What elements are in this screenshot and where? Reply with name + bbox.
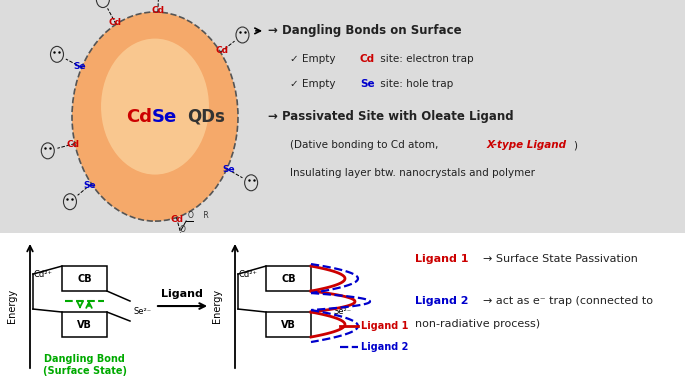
Text: Se: Se (73, 62, 86, 71)
Text: Insulating layer btw. nanocrystals and polymer: Insulating layer btw. nanocrystals and p… (290, 168, 535, 179)
Text: ✓ Empty: ✓ Empty (290, 79, 339, 89)
Text: Ligand 2: Ligand 2 (361, 342, 408, 352)
Text: Se: Se (84, 180, 96, 190)
Text: Cd: Cd (171, 215, 184, 224)
Ellipse shape (101, 39, 209, 175)
Text: Cd: Cd (216, 46, 229, 55)
Text: Cd: Cd (151, 6, 164, 14)
Text: Cd²⁺: Cd²⁺ (238, 269, 257, 279)
Bar (62, 312, 107, 337)
Text: (Dative bonding to Cd atom,: (Dative bonding to Cd atom, (290, 141, 442, 150)
Text: QDs: QDs (187, 108, 225, 125)
Text: → Surface State Passivation: → Surface State Passivation (483, 254, 638, 264)
Text: Se: Se (152, 108, 177, 125)
Text: Cd: Cd (109, 18, 122, 27)
Text: Ligand 1: Ligand 1 (361, 321, 408, 331)
Text: Ligand: Ligand (161, 289, 203, 299)
Text: Energy: Energy (212, 289, 222, 323)
Text: Se: Se (360, 79, 375, 89)
Text: Se²⁻: Se²⁻ (133, 307, 151, 316)
Text: Ligand 2: Ligand 2 (415, 296, 469, 306)
Text: → act as e⁻ trap (connected to: → act as e⁻ trap (connected to (483, 296, 653, 306)
Text: VB: VB (281, 319, 296, 329)
Text: X-type Ligand: X-type Ligand (487, 141, 567, 150)
Text: ): ) (573, 141, 577, 150)
Text: → Passivated Site with Oleate Ligand: → Passivated Site with Oleate Ligand (268, 110, 514, 123)
Text: site: electron trap: site: electron trap (377, 54, 473, 64)
Text: Cd: Cd (360, 54, 375, 64)
Text: non-radiative process): non-radiative process) (415, 319, 540, 329)
Text: Se²⁻: Se²⁻ (333, 307, 351, 316)
Text: CB: CB (281, 274, 296, 283)
Text: site: hole trap: site: hole trap (377, 79, 453, 89)
Text: Ligand 1: Ligand 1 (415, 254, 469, 264)
Text: Cd: Cd (126, 108, 152, 125)
Text: O    R: O R (188, 211, 209, 220)
Text: Se: Se (223, 165, 235, 174)
Bar (266, 266, 311, 291)
Text: Dangling Bond
(Surface State): Dangling Bond (Surface State) (42, 354, 127, 376)
Text: O: O (179, 225, 185, 234)
Ellipse shape (72, 12, 238, 221)
Text: Cd²⁺: Cd²⁺ (33, 269, 52, 279)
Text: → Dangling Bonds on Surface: → Dangling Bonds on Surface (268, 24, 462, 38)
Text: CB: CB (77, 274, 92, 283)
Text: Cd: Cd (66, 139, 79, 149)
Text: Energy: Energy (7, 289, 17, 323)
Bar (62, 266, 107, 291)
Bar (266, 312, 311, 337)
Text: ✓ Empty: ✓ Empty (290, 54, 339, 64)
Text: VB: VB (77, 319, 92, 329)
